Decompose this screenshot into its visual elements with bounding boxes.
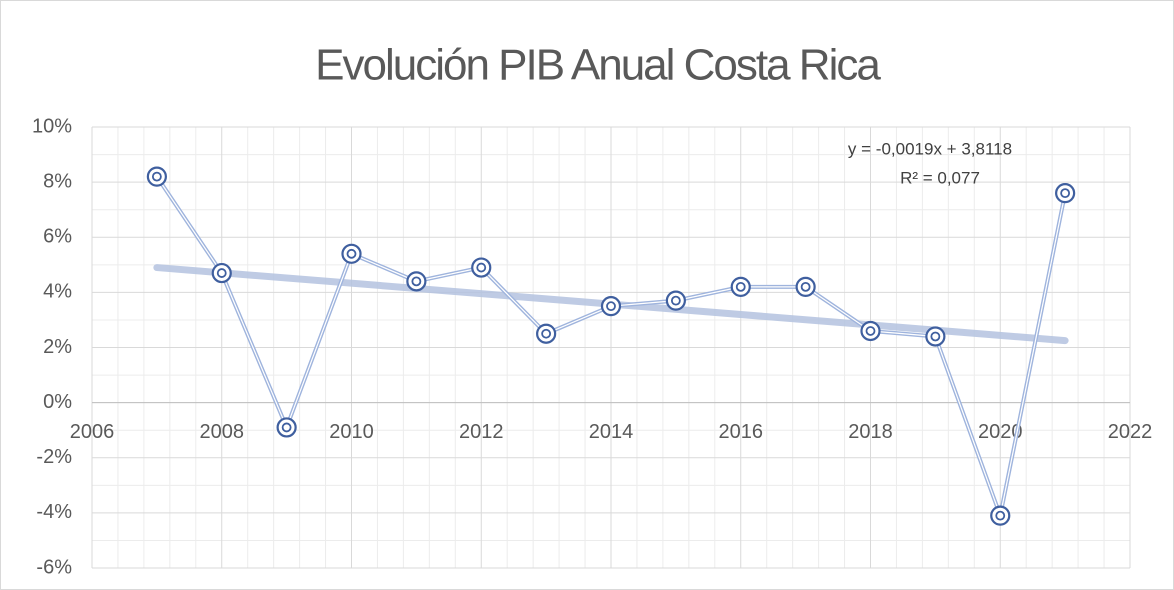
marker-ring [151,171,162,182]
marker-ring [600,296,622,317]
marker-ring [216,268,227,278]
trend-equation: y = -0,0019x + 3,8118 [848,139,1012,158]
marker-bg [1056,184,1075,203]
marker-ring [536,323,557,344]
marker-ring [990,505,1011,526]
y-tick-label: -6% [36,556,72,578]
marker-ring [730,276,751,297]
data-point [211,262,232,284]
data-point [925,326,946,347]
x-tick-label: 2020 [978,421,1023,443]
trend-r2: R² = 0,077 [900,168,980,187]
marker-bg [926,327,945,346]
data-point [730,276,751,297]
marker-ring [471,257,492,278]
data-point [795,276,816,297]
y-tick-label: 0% [43,391,72,413]
y-tick-label: 4% [43,281,72,303]
marker-ring [1060,188,1071,199]
marker-bg [147,167,166,186]
marker-bg [277,418,296,437]
x-tick-label: 2006 [70,421,115,443]
x-tick-label: 2016 [719,421,764,443]
marker-bg [602,297,620,316]
data-point [860,320,881,342]
data-point [341,243,362,264]
marker-ring [146,166,167,187]
marker-ring [925,326,946,347]
marker-ring [665,290,686,311]
y-tick-label: 8% [43,170,72,192]
data-point [600,296,622,317]
marker-ring [670,295,681,306]
marker-ring [1055,183,1076,204]
data-point [276,417,297,438]
x-tick-label: 2014 [589,421,634,443]
marker-bg [212,264,231,283]
marker-ring [800,281,811,292]
data-point [146,166,167,187]
x-tick-label: 2018 [848,421,893,443]
y-tick-label: -4% [36,501,72,523]
marker-bg [537,324,556,343]
marker-bg [731,277,750,296]
marker-bg [472,258,491,277]
marker-ring [276,417,297,438]
data-point [990,505,1011,526]
data-point [406,271,427,292]
marker-ring [735,281,746,292]
data-point [471,257,492,278]
chart-title: Evolución PIB Anual Costa Rica [315,41,881,90]
marker-ring [346,248,357,259]
y-tick-label: -2% [36,446,72,468]
x-tick-label: 2008 [200,421,245,443]
marker-ring [606,301,616,312]
marker-bg [407,272,426,291]
data-point [1055,183,1076,204]
y-tick-label: 6% [43,226,72,248]
marker-ring [211,262,232,284]
marker-bg [861,321,880,340]
marker-ring [341,243,362,264]
marker-ring [930,331,941,342]
marker-ring [281,422,292,433]
marker-bg [342,244,361,263]
marker-ring [995,510,1006,521]
marker-ring [860,320,881,342]
x-tick-label: 2012 [459,421,504,443]
marker-ring [541,328,552,339]
marker-ring [865,326,876,336]
x-tick-label: 2010 [329,421,374,443]
marker-ring [406,271,427,292]
marker-bg [666,291,685,310]
data-point [665,290,686,311]
x-tick-label: 2022 [1108,421,1153,443]
marker-bg [796,277,815,296]
marker-ring [476,262,487,273]
marker-ring [795,276,816,297]
marker-ring [411,276,422,287]
y-tick-label: 10% [32,115,72,137]
y-tick-label: 2% [43,336,72,358]
marker-bg [991,506,1010,525]
data-point [536,323,557,344]
